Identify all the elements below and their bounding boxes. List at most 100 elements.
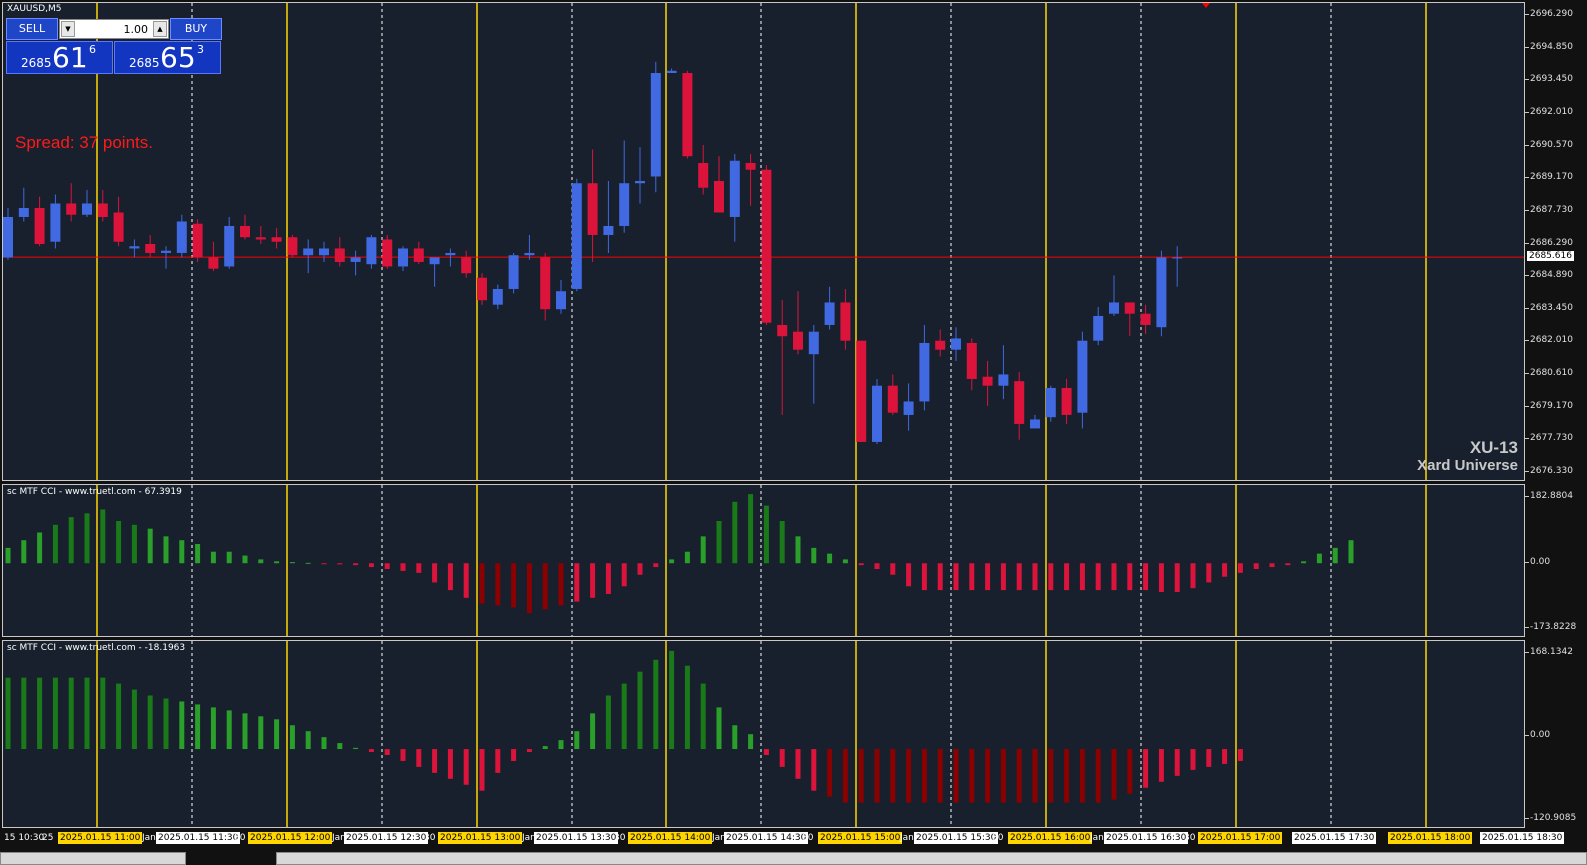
sell-button[interactable]: SELL — [6, 18, 58, 40]
cci-bar — [653, 563, 659, 568]
axis-tick — [1525, 627, 1529, 628]
cci-bar — [748, 734, 754, 750]
cci-bar — [242, 713, 248, 750]
lot-size-stepper[interactable]: ▼ ▲ — [59, 19, 169, 39]
cci-bar — [1158, 749, 1164, 782]
cci-bar — [669, 650, 675, 750]
cci-bar — [432, 563, 438, 583]
cci-bar — [131, 689, 137, 750]
candle-body — [319, 248, 329, 256]
cci-bar — [937, 749, 943, 803]
cci-indicator-pane-1[interactable]: sc MTF CCI - www.truetl.com - 67.3919 — [2, 484, 1525, 637]
cci-bar — [1079, 749, 1085, 803]
candle-body — [966, 342, 977, 379]
axis-tick — [1525, 46, 1529, 48]
cci-bar — [147, 528, 153, 564]
cci-bar — [1079, 563, 1085, 591]
cci-indicator-pane-2[interactable]: sc MTF CCI - www.truetl.com - -18.1963 — [2, 640, 1525, 828]
candlestick-chart[interactable] — [3, 3, 1525, 481]
candle-body — [587, 183, 598, 235]
candle-body — [1109, 302, 1119, 314]
cci-bar — [906, 563, 912, 587]
cci-bar — [274, 719, 280, 750]
cci-bar — [337, 743, 343, 750]
time-axis-label: Jan — [1090, 833, 1104, 843]
cci-bar — [716, 707, 722, 750]
cci-bar — [511, 749, 517, 761]
cci-bar — [21, 677, 27, 750]
candle-body — [1124, 302, 1135, 314]
cci-bar — [1285, 563, 1291, 566]
cci-bar — [621, 563, 627, 587]
lot-increase-button[interactable]: ▲ — [153, 21, 167, 37]
cci-histogram-2[interactable] — [3, 641, 1525, 828]
price-axis-label: 2692.010 — [1530, 106, 1573, 117]
candle-body — [998, 374, 1009, 386]
time-axis-label: 2025.01.15 18:00 — [1388, 832, 1473, 844]
indicator-axis-label: 182.8804 — [1530, 491, 1573, 501]
axis-tick — [1525, 735, 1529, 736]
candle-body — [366, 237, 377, 265]
cci-bar — [511, 563, 517, 608]
buy-button[interactable]: BUY — [170, 18, 222, 40]
cci-bar — [432, 749, 438, 773]
cci-bar — [763, 505, 769, 564]
time-axis-label: 2025.01.15 18:30 — [1480, 832, 1565, 844]
time-axis-label: Jan — [142, 833, 156, 843]
cci-bar — [100, 677, 106, 750]
indicator1-value-axis[interactable]: 182.8804 0.00 -173.8228 — [1525, 484, 1587, 637]
time-axis-label: 2025.01.15 17:00 — [1198, 832, 1283, 844]
cci-bar — [1158, 563, 1164, 593]
cci-bar — [479, 749, 485, 791]
price-axis-label: 2684.890 — [1530, 270, 1573, 281]
time-axis-label: 30 — [424, 833, 436, 843]
cci-bar — [195, 544, 201, 564]
candle-body — [192, 223, 203, 258]
price-axis-label: 2686.290 — [1530, 237, 1573, 248]
bottom-scrollbar[interactable] — [276, 852, 1587, 865]
brand-watermark: XU-13 Xard Universe — [1417, 439, 1518, 475]
axis-tick — [1525, 14, 1529, 15]
cci-bar — [590, 563, 596, 598]
cci-bar — [1143, 563, 1149, 591]
marker-arrow-icon — [1202, 3, 1210, 8]
candle-body — [82, 203, 92, 215]
cci-bar — [1174, 563, 1180, 593]
cci-bar — [5, 547, 11, 564]
candle-body — [161, 250, 171, 253]
cci-bar — [1000, 749, 1006, 803]
axis-tick — [1525, 496, 1529, 497]
indicator-label-1: sc MTF CCI - www.truetl.com - 67.3919 — [7, 487, 182, 497]
cci-bar — [258, 716, 264, 750]
cci-bar — [953, 563, 959, 591]
cci-bar — [1127, 563, 1133, 591]
sell-price-quote[interactable]: 2685 61 6 — [6, 41, 113, 74]
time-axis-label: 2025.01.15 17:30 — [1292, 832, 1377, 844]
time-axis-label: 2025.01.15 12:30 — [344, 832, 429, 844]
axis-tick — [1525, 144, 1529, 146]
main-chart-pane[interactable]: XAUUSD,M5 Spread: 37 points. XU-13 Xard … — [2, 2, 1525, 481]
price-axis-label: 2694.850 — [1530, 41, 1573, 52]
cci-bar — [748, 494, 754, 564]
lot-decrease-button[interactable]: ▼ — [61, 21, 75, 37]
time-axis-label: 30 — [1184, 833, 1196, 843]
indicator2-value-axis[interactable]: 168.1342 0.00 -120.9085 — [1525, 640, 1587, 828]
buy-price-quote[interactable]: 2685 65 3 — [114, 41, 221, 74]
cci-bar — [258, 559, 264, 564]
cci-histogram-1[interactable] — [3, 485, 1525, 637]
candle-body — [492, 288, 503, 305]
candle-body — [145, 243, 156, 253]
candle-body — [224, 225, 235, 267]
cci-bar — [969, 749, 975, 803]
axis-tick — [1525, 275, 1529, 277]
sell-price-fraction: 6 — [89, 43, 96, 56]
cci-bar — [337, 563, 343, 565]
cci-bar — [1127, 749, 1133, 794]
main-price-axis[interactable]: 2696.290 2694.850 2693.450 2692.010 2690.570… — [1525, 2, 1587, 481]
bottom-tab-1[interactable] — [0, 852, 186, 865]
lot-size-input[interactable] — [78, 20, 148, 38]
cci-bar — [1222, 749, 1228, 764]
cci-bar — [1016, 563, 1022, 591]
cci-bar — [684, 665, 690, 750]
candle-body — [635, 180, 645, 184]
